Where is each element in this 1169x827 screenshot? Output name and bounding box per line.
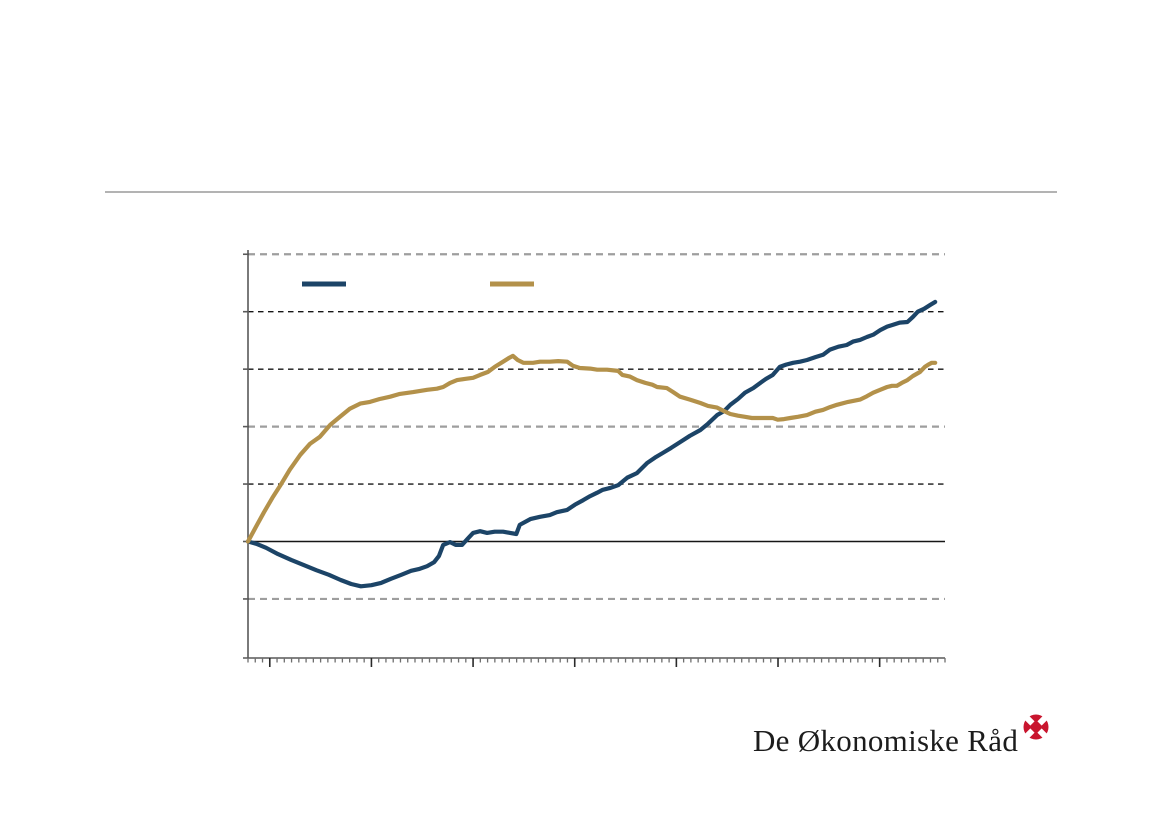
logo-text: De Økonomiske Råd — [753, 723, 1019, 758]
y-axis — [243, 250, 249, 658]
life-buoy-icon — [1022, 712, 1051, 742]
header-divider-line — [105, 191, 1057, 193]
chart-legend — [302, 281, 534, 287]
series-dark-blue-line — [245, 299, 938, 589]
chart-gridlines — [248, 253, 945, 601]
chart-series-lines — [245, 299, 938, 589]
x-axis — [243, 657, 946, 667]
legend-swatch-series-dark-blue — [302, 281, 346, 287]
de-okonomiske-rad-logo: De Økonomiske Råd — [753, 712, 1052, 758]
series-gold-line — [245, 353, 938, 544]
legend-swatch-series-gold — [490, 281, 534, 287]
